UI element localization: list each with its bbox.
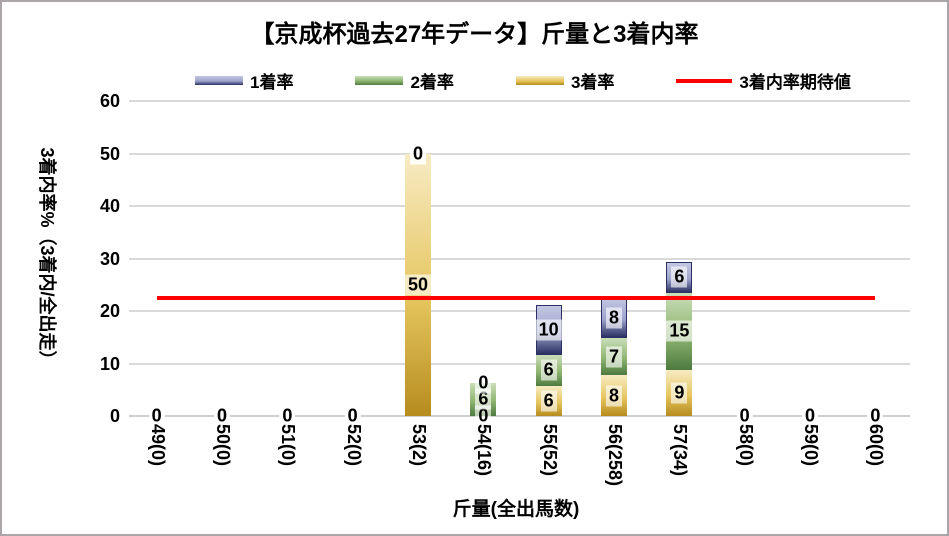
legend-item-third-place-rate: 3着率 [515,68,615,93]
bar-value-label: 9 [671,382,688,404]
gridline [129,100,910,102]
legend-label: 1着率 [250,73,294,92]
legend-swatch-third-place-rate [515,76,564,85]
bar-value-label: 15 [666,320,693,342]
x-tick-label: 58(0) [735,424,756,467]
legend-label: 3着内率期待値 [739,73,851,92]
x-tick-label: 57(34) [670,424,691,477]
x-axis-title: 斤量(全出馬数) [452,499,580,520]
bar-value-label: 0 [279,405,296,427]
bar-value-label: 8 [605,307,623,329]
bar-value-label: 0 [148,405,165,427]
x-tick-label: 49(0) [147,424,168,467]
x-tick-label: 53(2) [409,424,429,467]
gridline [129,205,910,207]
x-tick-label: 52(0) [343,424,364,467]
y-tick-label: 40 [99,196,120,216]
x-tick-label: 55(52) [539,424,560,477]
legend-swatch-first-place-rate [195,76,243,85]
legend-swatch-expected-line [676,78,733,83]
x-tick-label: 51(0) [278,424,299,467]
y-axis-title: 3着内率%（3着内/全出走） [37,147,57,369]
y-tick-label: 50 [99,143,120,164]
legend-item-second-place-rate: 2着率 [355,68,454,93]
legend-swatch-second-place-rate [355,76,404,85]
gridline [129,257,910,260]
x-tick-label: 59(0) [801,424,821,467]
bar-value-label: 0 [213,405,231,427]
x-tick-label: 54(16) [474,424,495,477]
bar-value-label: 6 [671,266,688,288]
bar-value-label: 6 [540,359,557,381]
x-tick-label: 60(0) [866,424,887,467]
bar-value-label: 0 [736,405,753,427]
bar-value-label: 0 [344,405,361,427]
x-tick-label: 50(0) [213,424,233,467]
y-tick-label: 0 [109,406,120,426]
legend: 1着率 2着率 3着率 3着内率期待値 [195,68,851,93]
legend-item-expected-value: 3着内率期待値 [676,68,851,93]
gridline [129,310,910,312]
y-tick-label: 10 [99,353,120,374]
y-tick-label: 30 [99,248,120,269]
y-tick-label: 20 [99,301,120,321]
bar-value-label: 0 [409,143,427,164]
x-axis-line [129,415,910,417]
legend-label: 2着率 [410,73,454,92]
bar-value-label: 50 [404,274,432,296]
y-tick-label: 60 [99,91,120,111]
bar-value-label: 7 [605,346,623,368]
bar-value-label: 6 [475,388,492,410]
bar-value-label: 10 [535,319,562,341]
bar-value-label: 8 [605,385,623,407]
bar-value-label: 0 [475,405,492,427]
expected-value-line [156,296,876,301]
legend-item-first-place-rate: 1着率 [195,68,293,93]
chart-title: 【京成杯過去27年データ】斤量と3着内率 [250,21,699,48]
x-tick-label: 56(258) [605,424,625,487]
bar-value-label: 0 [475,372,492,394]
gridline [129,362,910,365]
gridline [129,152,910,155]
bar-value-label: 0 [801,405,819,427]
bar-value-label: 0 [867,405,884,427]
bar-value-label: 6 [540,390,557,412]
legend-label: 3着率 [570,73,615,92]
